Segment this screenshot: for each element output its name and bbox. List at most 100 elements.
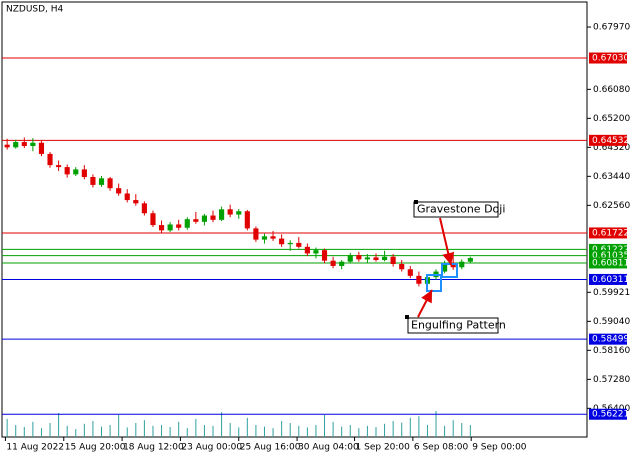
candle-body: [90, 176, 96, 185]
candle-body: [38, 142, 45, 154]
level-label-bg: [589, 134, 627, 146]
annotation-box: [413, 201, 499, 218]
volume-bar: [178, 421, 180, 437]
candle-body: [158, 225, 165, 231]
x-tick-label: 11 Aug 2022: [6, 443, 64, 453]
y-tick-label: 0.62560: [593, 201, 630, 211]
level-label: 0.61722: [592, 228, 629, 238]
candle-body: [270, 236, 276, 239]
annotation-arrow: [439, 217, 455, 266]
y-tick-label: 0.65200: [593, 114, 630, 124]
x-tick-label: 1 Sep 20:00: [356, 443, 411, 453]
volume-bar: [15, 425, 17, 437]
volume-bar: [83, 423, 85, 437]
volume-bar: [384, 423, 386, 437]
volume-bar: [298, 425, 300, 437]
volume-bar: [341, 426, 343, 437]
volume-bar: [6, 419, 8, 437]
volume-bar: [49, 423, 51, 437]
volume-bar: [435, 411, 437, 437]
volume-bar: [426, 425, 428, 437]
candle-body: [13, 142, 19, 148]
x-tick-label: 30 Aug 04:00: [298, 443, 359, 453]
candle-body: [416, 275, 422, 284]
candle-body: [81, 169, 87, 177]
candle-body: [261, 236, 268, 240]
volume-bar: [186, 428, 188, 437]
candle-body: [356, 255, 362, 260]
annotation: Engulfing Pattern: [411, 319, 506, 332]
volume-bar: [75, 429, 77, 437]
level-label-bg: [589, 250, 627, 262]
volume-bar: [66, 425, 68, 437]
candle-body: [330, 260, 336, 266]
volume-bar: [246, 417, 248, 437]
candle-body: [381, 256, 388, 261]
level-label: 0.61035: [592, 251, 629, 261]
candle-body: [184, 219, 190, 228]
x-tick-label: 23 Aug 00:00: [181, 443, 242, 453]
candle-body: [459, 261, 465, 268]
volume-bar: [289, 423, 291, 437]
volume-bar: [366, 425, 368, 437]
candle-body: [219, 209, 225, 220]
level-label: 0.60311: [592, 275, 629, 285]
candle-body: [21, 142, 27, 147]
volume-bar: [306, 427, 308, 437]
candle-body: [141, 203, 147, 214]
candle-body: [133, 200, 139, 204]
volume-bar: [349, 425, 351, 437]
candle-body: [64, 167, 70, 175]
candle-body: [253, 228, 259, 240]
volume-bar: [375, 427, 377, 437]
x-tick-label: 25 Aug 16:00: [240, 443, 301, 453]
level-label-bg: [589, 273, 627, 285]
candle-body: [467, 258, 473, 262]
candle-body: [4, 144, 10, 148]
chart-title: NZDUSD, H4: [6, 5, 64, 15]
level-label-bg: [589, 227, 627, 239]
candle-body: [407, 269, 413, 276]
level-label-bg: [589, 408, 627, 420]
annotation-anchor: [405, 315, 409, 319]
level-label-bg: [589, 52, 627, 64]
y-tick-label: 0.58160: [593, 346, 630, 356]
candle-body: [287, 242, 293, 245]
volume-bar: [195, 419, 197, 437]
level-label: 0.64532: [592, 136, 629, 146]
volume-bar: [272, 428, 274, 437]
level-label: 0.60811: [592, 258, 629, 268]
candle-body: [321, 250, 328, 261]
volume-bar: [23, 427, 25, 437]
x-tick-label: 15 Aug 20:00: [65, 443, 126, 453]
volume-bar: [101, 426, 103, 437]
volume-bar: [238, 427, 240, 437]
volume-bar: [409, 417, 411, 437]
candle-body: [347, 255, 353, 262]
volume-bar: [281, 421, 283, 437]
x-tick-label: 18 Aug 12:00: [123, 443, 184, 453]
volume-bar: [392, 421, 394, 437]
volume-bar: [255, 425, 257, 437]
volume-bar: [169, 427, 171, 437]
y-tick-label: 0.57280: [593, 375, 630, 385]
volume-bar: [203, 425, 205, 437]
candle-body: [364, 257, 370, 260]
candle-body: [167, 224, 173, 231]
candle-body: [399, 263, 405, 270]
volume-bar: [401, 422, 403, 437]
x-tick-label: 6 Sep 08:00: [414, 443, 469, 453]
candle-body: [73, 169, 79, 175]
volume-bar: [143, 420, 145, 437]
y-tick-label: 0.63440: [593, 172, 630, 182]
volume-bar: [332, 421, 334, 437]
candle-body: [244, 211, 250, 229]
candle-body: [390, 256, 396, 264]
volume-bar: [461, 423, 463, 437]
candle-body: [339, 261, 345, 266]
y-tick-label: 0.67970: [593, 23, 630, 33]
candle-body: [304, 246, 310, 254]
volume-bar: [32, 421, 34, 437]
annotation-anchor: [414, 200, 418, 204]
